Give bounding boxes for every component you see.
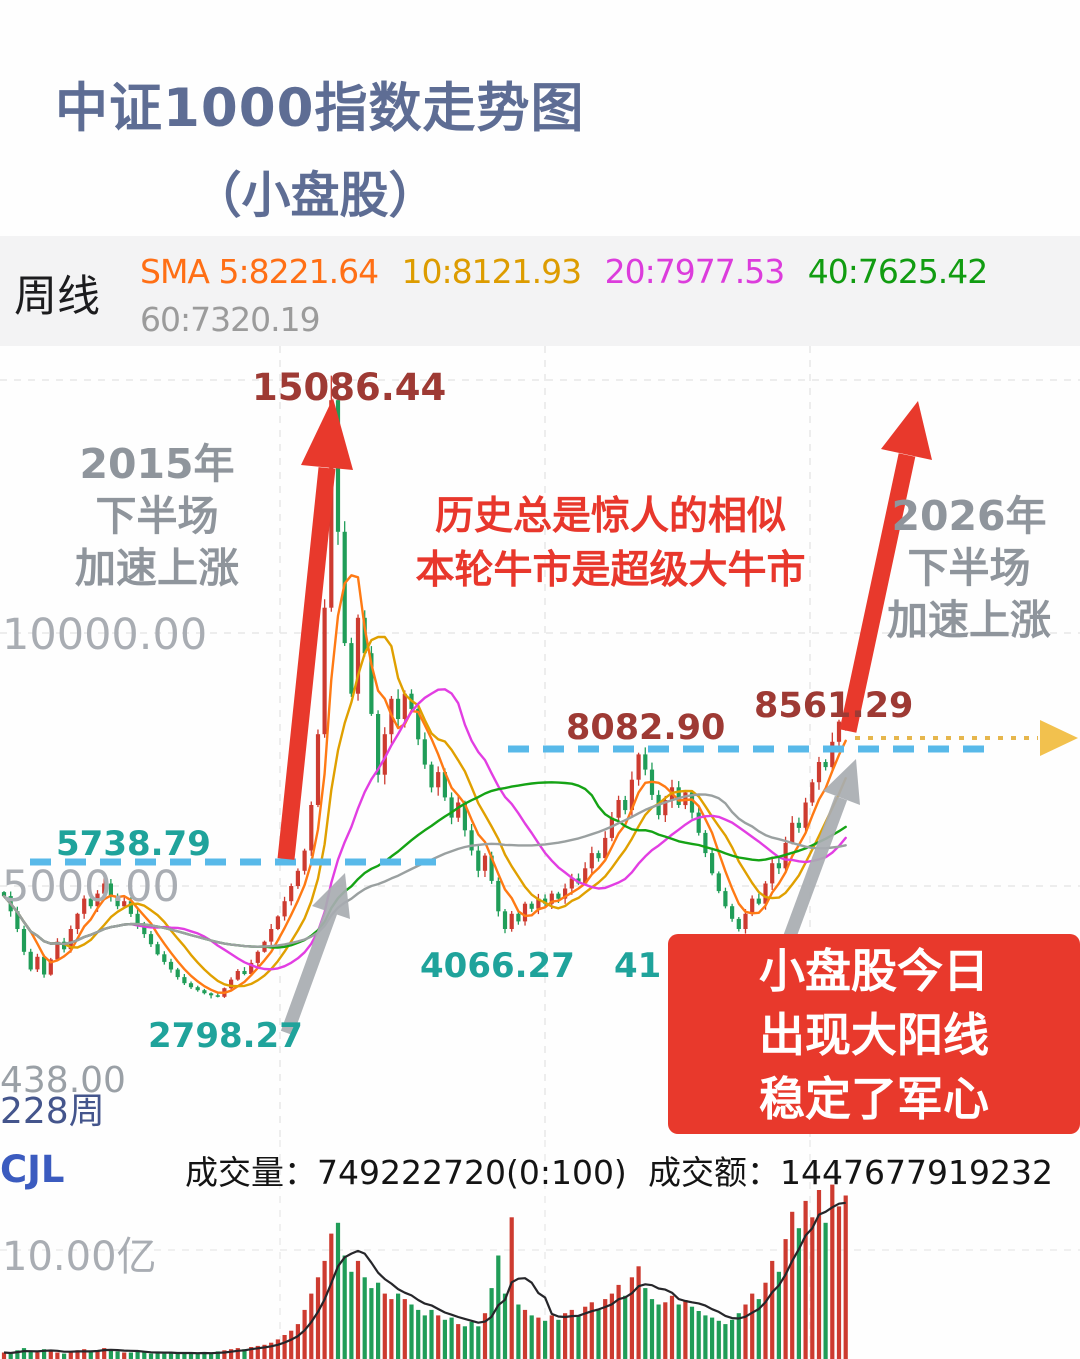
volume-ma-line: [3, 1201, 846, 1355]
price-chart-panel[interactable]: 15086.44 2015年 下半场 加速上涨 历史总是惊人的相似 本轮牛市是超…: [0, 346, 1080, 1138]
title-line1: 中证1000指数走势图: [55, 78, 585, 139]
sma60-value: 60:7320.19: [140, 300, 321, 339]
recent-high-label: 8561.29: [754, 686, 914, 726]
note-history: 历史总是惊人的相似 本轮牛市是超级大牛市: [415, 494, 806, 593]
bottom-left-value: 438.00: [0, 1060, 126, 1101]
callout-line3: 稳定了军心: [759, 1072, 989, 1126]
title-line2: （小盘股）: [192, 167, 438, 224]
volume-value-text: 成交量：749222720(0:100): [185, 1153, 627, 1192]
axis-label-5000: 5000.00: [2, 862, 180, 912]
note-2026: 2026年 下半场 加速上涨: [887, 492, 1051, 644]
low-2798-label: 2798.27: [148, 1016, 303, 1056]
volume-canvas[interactable]: [0, 1140, 1080, 1359]
red-arrow-2015-icon: [277, 398, 353, 860]
volume-axis-label: 10.00亿: [2, 1234, 157, 1280]
volume-bars: [1, 1184, 848, 1359]
low-4066-label: 4066.27: [420, 946, 575, 986]
callout-line2: 出现大阳线: [759, 1008, 989, 1062]
indicator-name[interactable]: CJL: [0, 1148, 65, 1191]
amount-value-text: 成交额：1447677919232: [648, 1153, 1053, 1192]
volume-panel[interactable]: CJL 成交量：749222720(0:100) 成交额：14476779192…: [0, 1140, 1080, 1359]
callout-line1: 小盘股今日: [759, 944, 989, 998]
low-41xx-partial-label: 41: [614, 946, 662, 986]
sma5-value: SMA 5:8221.64: [140, 252, 379, 291]
callout-box: 小盘股今日 出现大阳线 稳定了军心: [668, 934, 1080, 1134]
axis-label-10000: 10000.00: [2, 610, 208, 660]
page-title: 中证1000指数走势图 （小盘股）: [55, 66, 585, 227]
indicator-header: 周线 SMA 5:8221.64 10:8121.93 20:7977.53 4…: [0, 236, 1080, 346]
note-2015: 2015年 下半场 加速上涨: [75, 440, 239, 592]
peak-price-label: 15086.44: [252, 366, 447, 409]
sma-values-row: SMA 5:8221.64 10:8121.93 20:7977.53 40:7…: [140, 252, 1001, 291]
gray-arrow-2015-takeoff-icon: [280, 873, 350, 1036]
sma40-value: 40:7625.42: [807, 252, 989, 291]
red-arrow-2026-icon: [839, 401, 932, 733]
resistance-price-label: 8082.90: [566, 708, 726, 748]
right-arrow-icon: [1040, 720, 1078, 756]
support-price-label: 5738.79: [56, 824, 211, 864]
bottom-left-weeks: 228周: [0, 1091, 105, 1132]
sma20-value: 20:7977.53: [604, 252, 786, 291]
period-tab[interactable]: 周线: [14, 272, 100, 322]
sma10-value: 10:8121.93: [401, 252, 583, 291]
